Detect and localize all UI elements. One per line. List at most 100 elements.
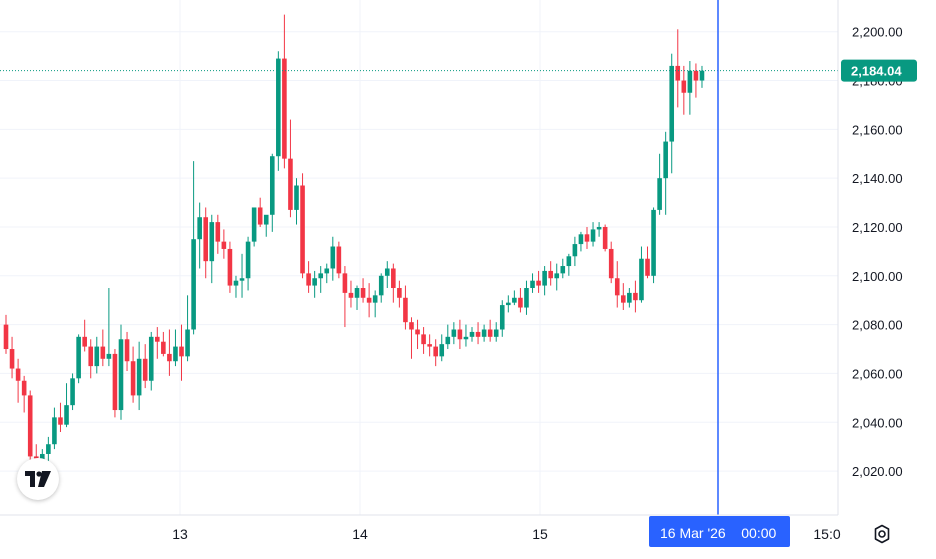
candle-body (469, 331, 475, 337)
candle (312, 270, 317, 298)
crosshair-date-tag: 16 Mar '26 00:00 (649, 516, 790, 547)
candle (518, 288, 523, 313)
candle (15, 358, 21, 403)
price-tick-label: 2,080.00 (852, 318, 903, 333)
candle-body (40, 453, 45, 462)
candle (572, 236, 578, 267)
candle-body (100, 346, 106, 359)
candle (433, 339, 438, 367)
candle-body (608, 248, 614, 279)
candle (693, 63, 699, 98)
gear-icon (874, 524, 890, 544)
candle-body (560, 266, 566, 274)
candle-body (245, 241, 251, 279)
candle (463, 324, 469, 347)
candle-body (542, 270, 547, 286)
candle-body (518, 297, 523, 308)
candle (318, 266, 324, 293)
candle-body (693, 70, 699, 81)
candle (245, 236, 251, 291)
candle (378, 273, 384, 303)
candle (9, 336, 15, 379)
price-tick-label: 2,040.00 (852, 415, 903, 430)
current-price-tag-bg (841, 59, 917, 82)
candle (366, 283, 372, 318)
candle (282, 14, 287, 169)
candle-body (578, 234, 584, 245)
candle-body (657, 178, 662, 210)
chart-settings-button[interactable] (870, 522, 894, 546)
candle (427, 334, 432, 357)
candle-body (58, 417, 63, 425)
candle-body (530, 280, 535, 289)
candle (542, 266, 547, 296)
candle (578, 231, 584, 252)
price-tick-label: 2,020.00 (852, 464, 903, 479)
candle-body (481, 329, 487, 337)
candle-body (366, 297, 372, 303)
candle-body (239, 278, 245, 281)
candle (403, 285, 408, 330)
candle (233, 275, 239, 298)
candle (118, 324, 124, 420)
candle (221, 229, 227, 259)
candle (409, 317, 414, 359)
time-tick-label: 14 (352, 526, 368, 542)
candle-body (300, 185, 305, 274)
candle (306, 261, 311, 293)
candle-body (475, 331, 481, 337)
candle (3, 314, 9, 354)
candle-body (687, 70, 693, 93)
candle (584, 226, 590, 249)
candle-body (161, 341, 166, 354)
candle (179, 324, 184, 381)
candle (64, 383, 69, 428)
candle (457, 319, 463, 350)
candle (197, 202, 202, 269)
candle (481, 324, 487, 342)
candle-body (439, 344, 445, 357)
candle (148, 331, 154, 391)
candle-body (215, 222, 221, 242)
candle-body (487, 329, 493, 337)
tradingview-logo-icon (25, 471, 51, 487)
candle (173, 329, 178, 367)
candle-body (506, 302, 511, 306)
candle (445, 324, 451, 350)
candle (663, 131, 668, 215)
candle-body (118, 339, 124, 411)
candle (627, 288, 632, 308)
candle-body (445, 336, 451, 345)
time-tick-label: 15:0 (813, 526, 840, 542)
candle (130, 346, 136, 403)
candle-body (572, 244, 578, 257)
candle-body (681, 80, 687, 93)
candle (142, 344, 148, 389)
candle-body (536, 280, 541, 286)
candle-body (354, 288, 360, 298)
candle (288, 119, 293, 218)
candle-body (167, 353, 172, 362)
candle (348, 280, 354, 308)
candle-body (360, 288, 366, 298)
candle (506, 295, 511, 313)
candle-body (130, 361, 136, 396)
candle-body (276, 58, 281, 157)
candle-body (324, 268, 330, 274)
candle (566, 253, 572, 276)
candle-body (614, 278, 620, 296)
candle-body (209, 222, 215, 262)
crosshair-date-tag-bg (649, 516, 790, 547)
candle (354, 285, 360, 310)
candle (269, 153, 275, 232)
candle (536, 270, 541, 293)
candle (239, 253, 245, 298)
candle-body (330, 246, 336, 269)
candle-body (3, 324, 9, 350)
candle-body (427, 344, 432, 347)
candle (397, 280, 402, 308)
candle-body (554, 273, 560, 279)
tradingview-logo[interactable] (17, 458, 59, 500)
candle-body (282, 58, 287, 159)
